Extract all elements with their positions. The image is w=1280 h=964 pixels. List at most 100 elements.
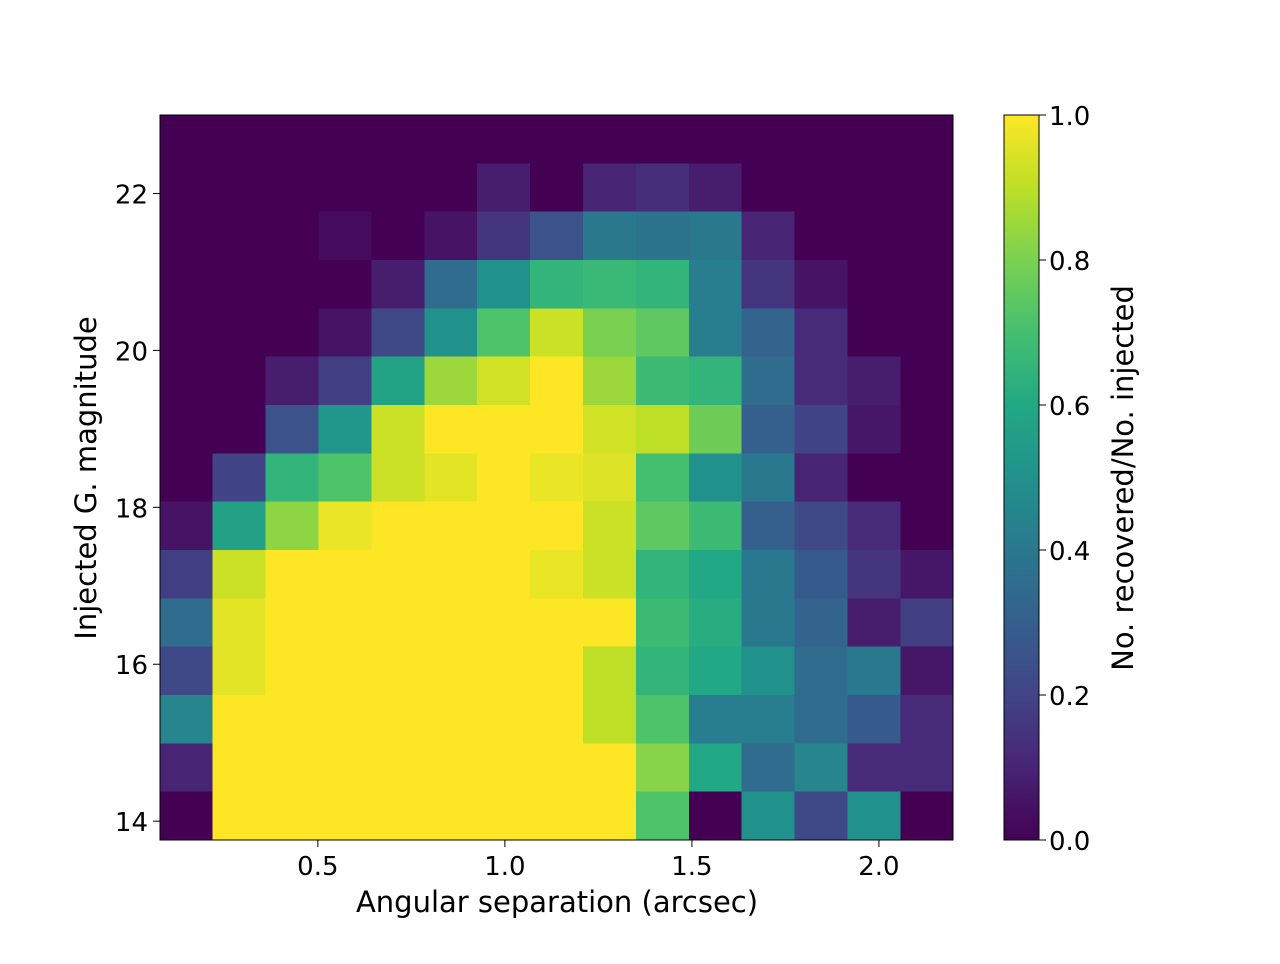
heatmap-cell [900, 695, 954, 744]
heatmap-cell [529, 115, 584, 164]
heatmap-cell [318, 260, 372, 309]
heatmap-cell [900, 405, 954, 454]
heatmap-cell [583, 115, 637, 164]
heatmap-cell [477, 501, 531, 551]
heatmap-cell [265, 405, 320, 454]
heatmap-cell [477, 115, 531, 164]
heatmap-cell [529, 646, 584, 696]
colorbar-tick-label: 0.2 [1049, 682, 1090, 712]
heatmap-cell [424, 743, 478, 793]
heatmap-cell [635, 115, 690, 164]
heatmap-cell [688, 598, 743, 648]
heatmap-cell [794, 453, 849, 503]
heatmap-cell [160, 115, 214, 164]
heatmap-cell [212, 356, 266, 406]
heatmap-cell [371, 356, 425, 406]
heatmap-cell [794, 646, 849, 696]
heatmap-cell [318, 356, 372, 406]
heatmap-cell [160, 695, 214, 744]
heatmap-cell [583, 550, 637, 599]
heatmap-cell [477, 453, 531, 503]
heatmap-cell [794, 501, 849, 551]
colorbar-tick-label: 0.4 [1049, 537, 1090, 567]
heatmap-cell [794, 405, 849, 454]
heatmap-cell [635, 260, 690, 309]
heatmap-cell [529, 791, 584, 841]
heatmap-cell [635, 308, 690, 358]
heatmap-cell [212, 308, 266, 358]
heatmap-cell [741, 211, 795, 261]
heatmap-cell [794, 115, 849, 164]
colorbar-tick-label: 0.0 [1049, 827, 1090, 857]
heatmap-cell [371, 405, 425, 454]
heatmap-cell [794, 695, 849, 744]
heatmap-cell [477, 163, 531, 213]
heatmap-cell [424, 453, 478, 503]
heatmap-cell [265, 743, 320, 793]
heatmap-cell [318, 115, 372, 164]
heatmap-cell [900, 211, 954, 261]
heatmap-cell [529, 356, 584, 406]
heatmap-cell [265, 453, 320, 503]
heatmap-cell [265, 115, 320, 164]
heatmap-cell [741, 598, 795, 648]
heatmap-cell [635, 550, 690, 599]
heatmap-cell [794, 550, 849, 599]
heatmap-cell [371, 791, 425, 841]
heatmap-cell [688, 308, 743, 358]
heatmap-cell [318, 550, 372, 599]
colorbar-tick-label: 1.0 [1049, 102, 1090, 132]
heatmap-cell [160, 501, 214, 551]
heatmap-cell [900, 163, 954, 213]
heatmap-cell [529, 598, 584, 648]
heatmap-cell [212, 501, 266, 551]
heatmap-cell [424, 260, 478, 309]
heatmap-cell [477, 743, 531, 793]
heatmap-cell [265, 598, 320, 648]
heatmap-cell [529, 308, 584, 358]
heatmap-cell [318, 646, 372, 696]
heatmap-cell [477, 598, 531, 648]
heatmap-cell [847, 308, 901, 358]
heatmap-cell [847, 550, 901, 599]
heatmap-cell [265, 356, 320, 406]
heatmap-cell [741, 260, 795, 309]
heatmap-cell [318, 743, 372, 793]
heatmap-cell [424, 695, 478, 744]
heatmap-cell [265, 646, 320, 696]
heatmap-cell [424, 646, 478, 696]
heatmap-cell [847, 695, 901, 744]
heatmap-cell [477, 356, 531, 406]
heatmap-cell [847, 211, 901, 261]
y-tick-label: 20 [115, 337, 148, 367]
heatmap-cell [847, 453, 901, 503]
heatmap-cell [318, 405, 372, 454]
heatmap-cell [371, 550, 425, 599]
heatmap-cell [212, 211, 266, 261]
heatmap-cell [318, 598, 372, 648]
x-tick-label: 2.0 [858, 852, 899, 882]
heatmap-cell [847, 598, 901, 648]
heatmap-cell [583, 646, 637, 696]
heatmap-cell [900, 501, 954, 551]
heatmap-cell [529, 211, 584, 261]
heatmap-cell [794, 356, 849, 406]
heatmap-cell [212, 260, 266, 309]
heatmap-cell [847, 405, 901, 454]
heatmap-cell [160, 211, 214, 261]
heatmap-cell [477, 646, 531, 696]
y-tick-label: 14 [115, 808, 148, 838]
heatmap-cell [900, 115, 954, 164]
heatmap-cell [265, 695, 320, 744]
heatmap-cell [794, 791, 849, 841]
heatmap-cell [160, 743, 214, 793]
y-axis-label: Injected G. magnitude [69, 316, 103, 639]
heatmap-cell [635, 791, 690, 841]
colorbar-tick-label: 0.6 [1049, 392, 1090, 422]
heatmap-cell [424, 356, 478, 406]
heatmap-cell [900, 791, 954, 841]
heatmap-cell [371, 453, 425, 503]
heatmap-cell [477, 211, 531, 261]
heatmap-cell [688, 356, 743, 406]
